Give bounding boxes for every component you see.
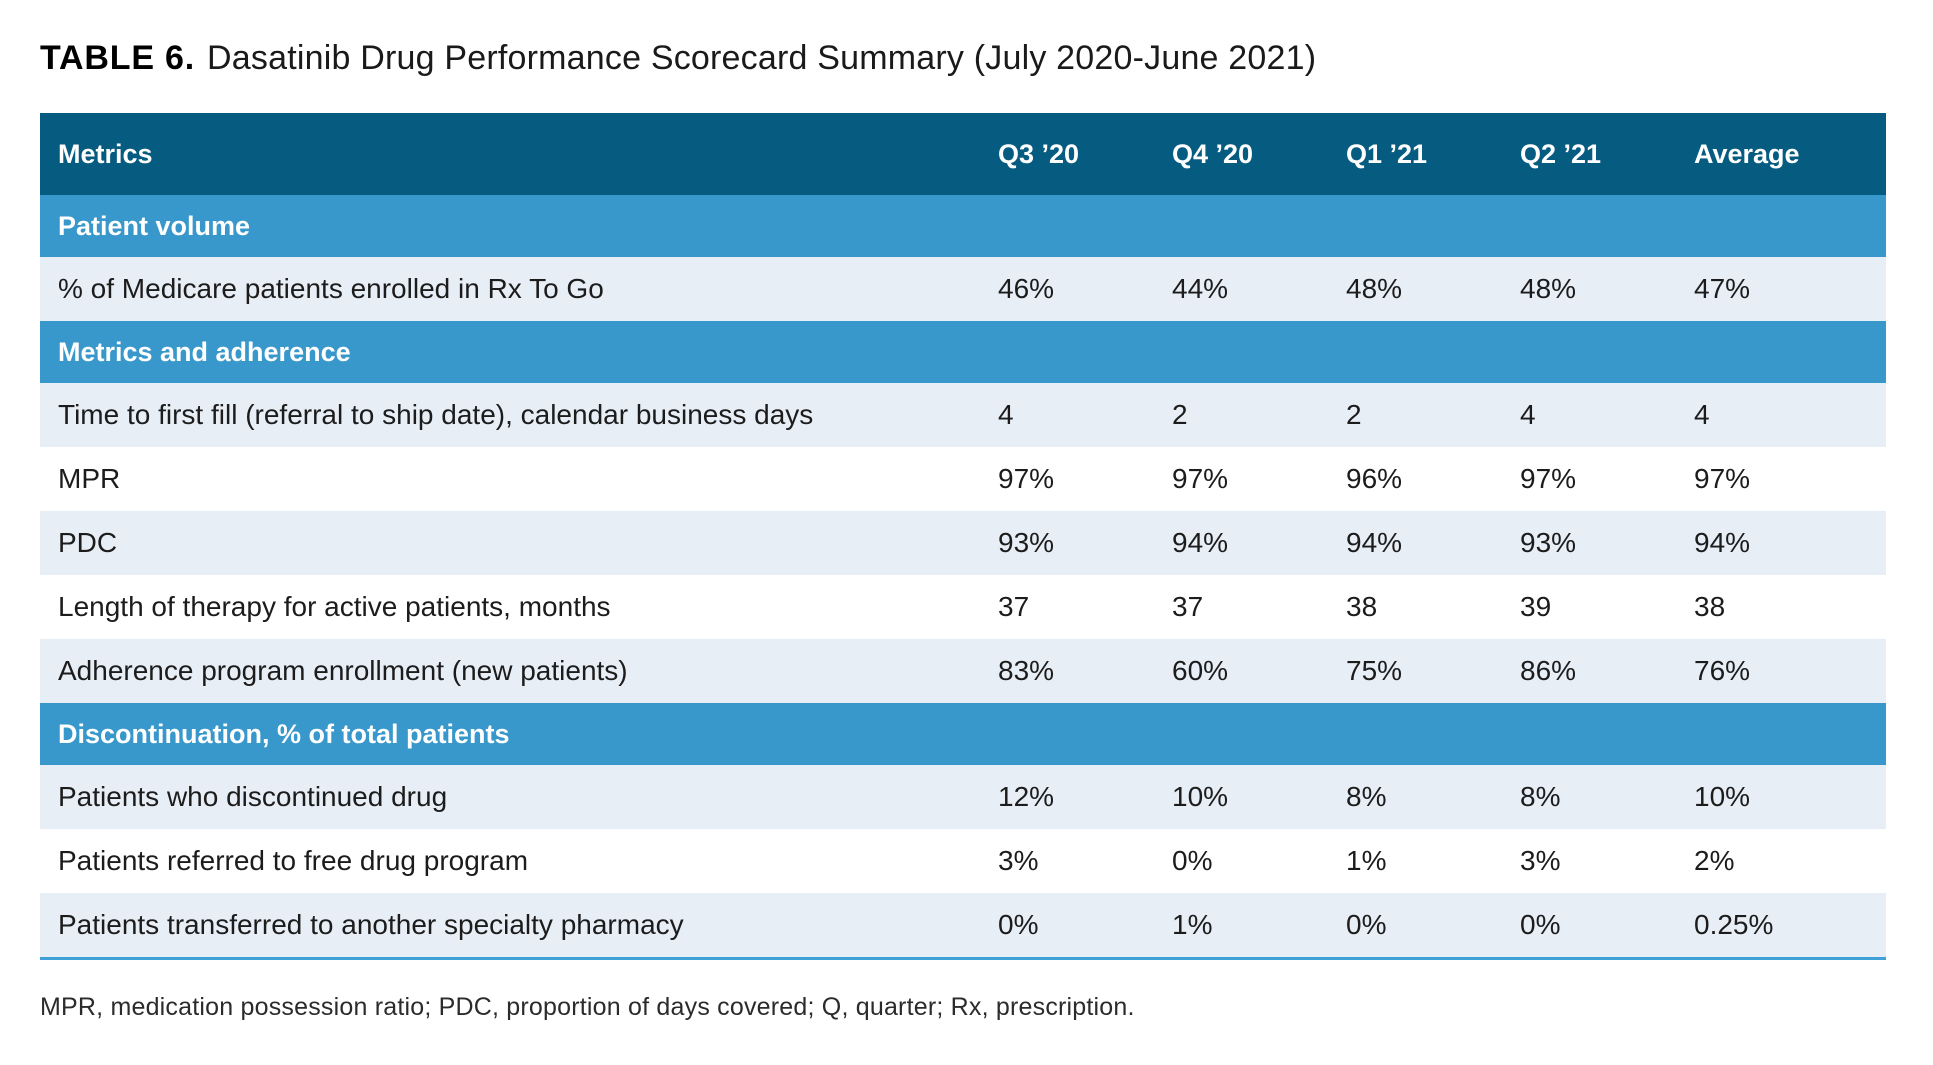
value-cell: 48% — [1520, 273, 1577, 304]
value-cell: 3% — [998, 845, 1039, 876]
value-cell: 2% — [1694, 845, 1735, 876]
table-row: Patients who discontinued drug 12% 10% 8% 8%… — [40, 765, 1886, 829]
table-bottom-rule — [40, 957, 1886, 960]
value-cell: 97% — [1172, 463, 1229, 494]
table-body: Patient volume % of Medicare patients enr… — [40, 195, 1886, 957]
value-cell: 97% — [1694, 463, 1751, 494]
metric-cell: MPR — [58, 463, 121, 494]
column-header: Q3 ’20 — [998, 138, 1080, 169]
metric-cell: % of Medicare patients enrolled in Rx To… — [58, 273, 604, 304]
table-row: PDC 93% 94% 94% 93% 94% — [40, 511, 1886, 575]
value-cell: 0% — [1346, 909, 1387, 940]
metric-cell: PDC — [58, 527, 118, 558]
value-cell: 60% — [1172, 655, 1229, 686]
value-cell: 46% — [998, 273, 1055, 304]
value-cell: 37 — [998, 591, 1030, 622]
column-header: Q1 ’21 — [1346, 138, 1428, 169]
section-header-row: Patient volume — [40, 195, 1886, 257]
table-caption: Dasatinib Drug Performance Scorecard Sum… — [207, 39, 1317, 77]
value-cell: 93% — [998, 527, 1055, 558]
column-header: Q2 ’21 — [1520, 138, 1602, 169]
value-cell: 1% — [1172, 909, 1213, 940]
section-header-row: Discontinuation, % of total patients — [40, 703, 1886, 765]
value-cell: 75% — [1346, 655, 1403, 686]
metric-cell: Patients referred to free drug program — [58, 845, 529, 876]
value-cell: 4 — [1520, 399, 1536, 430]
value-cell: 8% — [1520, 781, 1561, 812]
value-cell: 94% — [1694, 527, 1751, 558]
section-header-row: Metrics and adherence — [40, 321, 1886, 383]
value-cell: 1% — [1346, 845, 1387, 876]
value-cell: 48% — [1346, 273, 1403, 304]
value-cell: 12% — [998, 781, 1055, 812]
value-cell: 0% — [1520, 909, 1561, 940]
table-row: % of Medicare patients enrolled in Rx To… — [40, 257, 1886, 321]
section-header-label: Discontinuation, % of total patients — [58, 718, 510, 749]
value-cell: 94% — [1346, 527, 1403, 558]
value-cell: 10% — [1694, 781, 1751, 812]
table-row: MPR 97% 97% 96% 97% 97% — [40, 447, 1886, 511]
scorecard-table: Metrics Q3 ’20 Q4 ’20 Q1 ’21 Q2 ’21 Average P… — [40, 113, 1886, 960]
value-cell: 2 — [1172, 399, 1188, 430]
metric-cell: Adherence program enrollment (new patien… — [58, 655, 628, 686]
table-number-label: TABLE 6. — [40, 39, 196, 77]
value-cell: 38 — [1346, 591, 1378, 622]
value-cell: 3% — [1520, 845, 1561, 876]
value-cell: 4 — [998, 399, 1014, 430]
column-header: Average — [1694, 138, 1800, 169]
value-cell: 97% — [1520, 463, 1577, 494]
table-row: Time to first fill (referral to ship dat… — [40, 383, 1886, 447]
value-cell: 93% — [1520, 527, 1577, 558]
value-cell: 38 — [1694, 591, 1726, 622]
value-cell: 10% — [1172, 781, 1229, 812]
value-cell: 0% — [998, 909, 1039, 940]
value-cell: 8% — [1346, 781, 1387, 812]
table-row: Patients transferred to another specialt… — [40, 893, 1886, 957]
value-cell: 47% — [1694, 273, 1751, 304]
table-row: Adherence program enrollment (new patien… — [40, 639, 1886, 703]
value-cell: 37 — [1172, 591, 1204, 622]
metric-cell: Time to first fill (referral to ship dat… — [58, 399, 814, 430]
metric-cell: Patients who discontinued drug — [58, 781, 448, 812]
value-cell: 0% — [1172, 845, 1213, 876]
metric-cell: Length of therapy for active patients, m… — [58, 591, 611, 622]
table-row: Patients referred to free drug program 3%… — [40, 829, 1886, 893]
value-cell: 83% — [998, 655, 1055, 686]
metric-cell: Patients transferred to another specialt… — [58, 909, 684, 940]
value-cell: 76% — [1694, 655, 1751, 686]
value-cell: 2 — [1346, 399, 1362, 430]
section-header-label: Patient volume — [58, 210, 251, 241]
column-header-metrics: Metrics — [58, 138, 153, 169]
value-cell: 39 — [1520, 591, 1552, 622]
value-cell: 97% — [998, 463, 1055, 494]
footnote: MPR, medication possession ratio; PDC, p… — [40, 993, 1135, 1021]
section-header-label: Metrics and adherence — [58, 336, 351, 367]
value-cell: 44% — [1172, 273, 1229, 304]
column-header: Q4 ’20 — [1172, 138, 1254, 169]
table-row: Length of therapy for active patients, m… — [40, 575, 1886, 639]
value-cell: 0.25% — [1694, 909, 1774, 940]
value-cell: 94% — [1172, 527, 1229, 558]
value-cell: 86% — [1520, 655, 1577, 686]
value-cell: 96% — [1346, 463, 1403, 494]
value-cell: 4 — [1694, 399, 1710, 430]
table-title: TABLE 6. Dasatinib Drug Performance Score… — [40, 36, 1889, 80]
column-header-row: Metrics Q3 ’20 Q4 ’20 Q1 ’21 Q2 ’21 Average — [40, 113, 1886, 195]
